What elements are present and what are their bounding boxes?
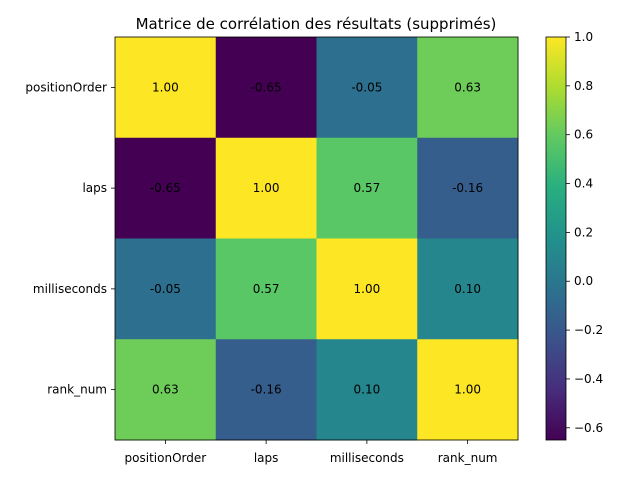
colorbar-frame	[545, 36, 567, 441]
colorbar-gradient	[546, 37, 566, 440]
cell-value-label: -0.65	[251, 80, 282, 94]
cell-value-label: -0.16	[452, 181, 483, 195]
heatmap-cell	[417, 37, 519, 139]
heatmap-cell	[316, 238, 418, 340]
cell-value-label: 1.00	[454, 383, 481, 397]
colorbar-tick-label: 1.0	[574, 30, 593, 44]
heatmap-cell	[115, 37, 217, 139]
cell-value-label: -0.16	[251, 383, 282, 397]
y-tick-label: milliseconds	[33, 282, 107, 296]
y-tick-label: laps	[82, 181, 107, 195]
y-tick-label: rank_num	[47, 383, 107, 397]
heatmap-cell	[316, 137, 418, 239]
cell-value-label: 0.10	[354, 383, 381, 397]
cell-value-label: -0.05	[150, 282, 181, 296]
heatmap-cell	[417, 137, 519, 239]
colorbar-tick-label: 0.8	[574, 79, 593, 93]
colorbar-tick-label: −0.6	[574, 421, 603, 435]
heatmap-cell	[115, 339, 217, 441]
x-tick-label: milliseconds	[330, 451, 404, 465]
heatmap-cell	[215, 37, 317, 139]
heatmap-cell	[417, 339, 519, 441]
heatmap-cell	[215, 339, 317, 441]
colorbar-tick-label: −0.4	[574, 372, 603, 386]
heatmap-cell	[115, 137, 217, 239]
x-tick-label: laps	[254, 451, 279, 465]
cell-value-label: 0.57	[354, 181, 381, 195]
x-tick-label: rank_num	[438, 451, 498, 465]
plot-frame	[114, 36, 519, 441]
y-tick-label: positionOrder	[25, 80, 107, 94]
heatmap-cell	[417, 238, 519, 340]
cell-value-label: 0.57	[253, 282, 280, 296]
x-axis: positionOrder laps milliseconds rank_num	[125, 440, 498, 465]
colorbar: −0.6 −0.4 −0.2 0.0 0.2 0.4 0.6 0.8 1.0	[545, 30, 603, 441]
heatmap-cell	[316, 37, 418, 139]
colorbar-tick-label: 0.0	[574, 274, 593, 288]
cell-value-label: 0.63	[454, 80, 481, 94]
colorbar-tick-label: 0.6	[574, 128, 593, 142]
cell-value-label: 0.63	[152, 383, 179, 397]
cell-value-label: -0.05	[351, 80, 382, 94]
chart-title: Matrice de corrélation des résultats (su…	[136, 15, 497, 33]
heatmap-cell	[115, 238, 217, 340]
heatmap-cell	[215, 137, 317, 239]
cell-value-label: 1.00	[253, 181, 280, 195]
heatmap-cells: 1.00 -0.65 -0.05 0.63 -0.65 1.00 0.57 -0.16 -0.0…	[114, 36, 519, 441]
colorbar-tick-label: 0.4	[574, 177, 593, 191]
colorbar-tick-label: −0.2	[574, 323, 603, 337]
y-axis: positionOrder laps milliseconds rank_num	[25, 80, 115, 397]
colorbar-ticks: −0.6 −0.4 −0.2 0.0 0.2 0.4 0.6 0.8 1.0	[566, 30, 603, 435]
x-tick-label: positionOrder	[125, 451, 207, 465]
colorbar-tick-label: 0.2	[574, 225, 593, 239]
heatmap-cell	[215, 238, 317, 340]
heatmap-cell	[316, 339, 418, 441]
cell-value-label: 1.00	[354, 282, 381, 296]
cell-value-label: 1.00	[152, 80, 179, 94]
cell-value-label: -0.65	[150, 181, 181, 195]
cell-value-label: 0.10	[454, 282, 481, 296]
